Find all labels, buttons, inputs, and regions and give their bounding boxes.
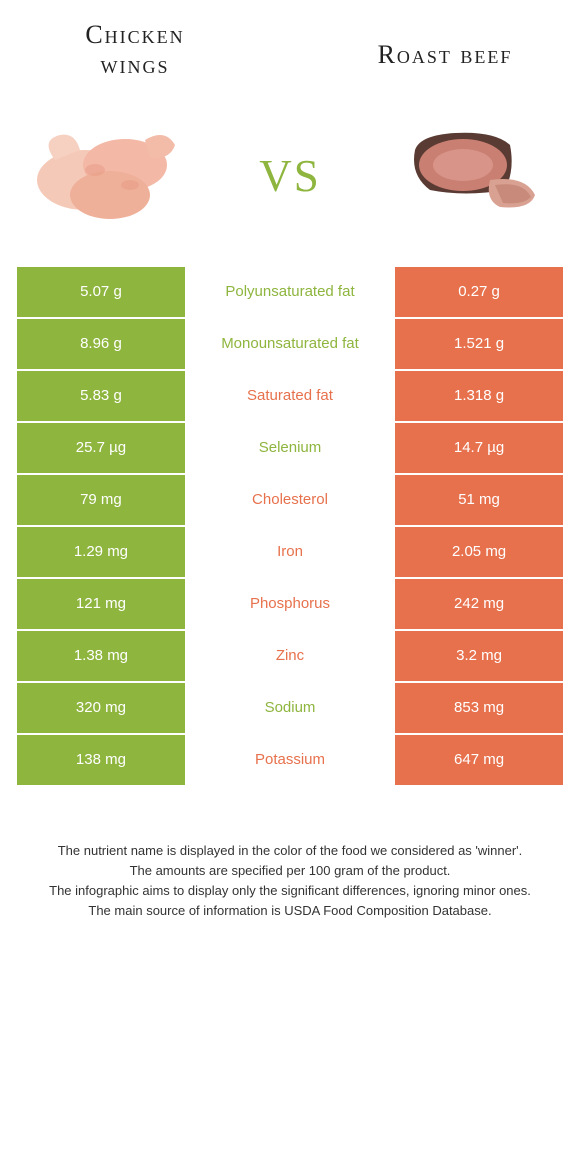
roast-beef-icon [395, 115, 545, 225]
table-row: 138 mgPotassium647 mg [16, 734, 564, 786]
nutrient-label-cell: Iron [186, 526, 394, 578]
footer-line-3: The infographic aims to display only the… [45, 882, 535, 900]
right-value-cell: 242 mg [394, 578, 564, 630]
left-value-cell: 25.7 µg [16, 422, 186, 474]
left-value-cell: 79 mg [16, 474, 186, 526]
nutrient-label-cell: Polyunsaturated fat [186, 266, 394, 318]
table-row: 1.38 mgZinc3.2 mg [16, 630, 564, 682]
footer-line-1: The nutrient name is displayed in the co… [45, 842, 535, 860]
right-value-cell: 1.521 g [394, 318, 564, 370]
nutrient-label-cell: Potassium [186, 734, 394, 786]
left-title-line1: Chicken [85, 20, 184, 49]
left-food-image [25, 105, 195, 235]
vs-label: vs [259, 133, 321, 207]
nutrient-comparison-table: 5.07 gPolyunsaturated fat0.27 g8.96 gMon… [15, 265, 565, 787]
right-value-cell: 51 mg [394, 474, 564, 526]
table-row: 320 mgSodium853 mg [16, 682, 564, 734]
table-row: 8.96 gMonounsaturated fat1.521 g [16, 318, 564, 370]
left-value-cell: 320 mg [16, 682, 186, 734]
left-food-title: Chicken wings [35, 20, 235, 80]
table-row: 5.07 gPolyunsaturated fat0.27 g [16, 266, 564, 318]
table-row: 5.83 gSaturated fat1.318 g [16, 370, 564, 422]
header: Chicken wings Roast beef [15, 20, 565, 95]
table-row: 121 mgPhosphorus242 mg [16, 578, 564, 630]
right-value-cell: 0.27 g [394, 266, 564, 318]
right-value-cell: 853 mg [394, 682, 564, 734]
nutrient-label-cell: Monounsaturated fat [186, 318, 394, 370]
footer-notes: The nutrient name is displayed in the co… [15, 842, 565, 953]
chicken-wings-icon [25, 110, 195, 230]
nutrient-label-cell: Selenium [186, 422, 394, 474]
left-value-cell: 5.83 g [16, 370, 186, 422]
left-value-cell: 1.29 mg [16, 526, 186, 578]
right-food-title: Roast beef [345, 20, 545, 70]
nutrient-label-cell: Zinc [186, 630, 394, 682]
table-row: 1.29 mgIron2.05 mg [16, 526, 564, 578]
right-value-cell: 647 mg [394, 734, 564, 786]
left-value-cell: 138 mg [16, 734, 186, 786]
footer-line-2: The amounts are specified per 100 gram o… [45, 862, 535, 880]
table-row: 25.7 µgSelenium14.7 µg [16, 422, 564, 474]
left-value-cell: 5.07 g [16, 266, 186, 318]
nutrient-label-cell: Phosphorus [186, 578, 394, 630]
right-value-cell: 3.2 mg [394, 630, 564, 682]
right-food-image [385, 105, 555, 235]
right-value-cell: 2.05 mg [394, 526, 564, 578]
images-row: vs [15, 95, 565, 265]
left-value-cell: 1.38 mg [16, 630, 186, 682]
left-value-cell: 121 mg [16, 578, 186, 630]
table-row: 79 mgCholesterol51 mg [16, 474, 564, 526]
nutrient-label-cell: Sodium [186, 682, 394, 734]
nutrient-label-cell: Cholesterol [186, 474, 394, 526]
left-title-line2: wings [101, 50, 170, 79]
left-value-cell: 8.96 g [16, 318, 186, 370]
footer-line-4: The main source of information is USDA F… [45, 902, 535, 920]
nutrient-label-cell: Saturated fat [186, 370, 394, 422]
right-value-cell: 14.7 µg [394, 422, 564, 474]
right-value-cell: 1.318 g [394, 370, 564, 422]
